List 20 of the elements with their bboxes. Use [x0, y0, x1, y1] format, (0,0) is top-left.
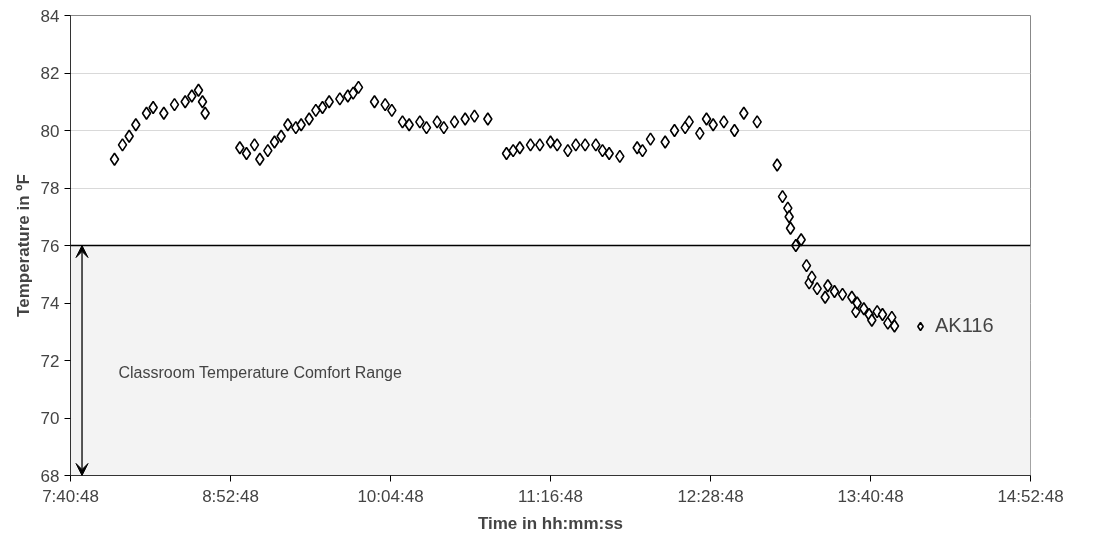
y-tick-label: 82: [40, 64, 60, 83]
x-tick-label: 7:40:48: [42, 486, 99, 506]
x-tick-label: 10:04:48: [357, 486, 424, 506]
x-tick-label: 13:40:48: [837, 486, 904, 506]
x-axis-title: Time in hh:mm:ss: [477, 513, 624, 533]
x-tick-label: 12:28:48: [677, 486, 744, 506]
band-label: Classroom Temperature Comfort Range: [118, 363, 402, 381]
y-tick-label: 74: [40, 294, 60, 313]
y-tick-label: 72: [40, 351, 60, 371]
y-axis-title: Temperature in ºF: [13, 174, 33, 317]
y-tick-label: 84: [40, 6, 60, 26]
y-tick-label: 68: [40, 466, 60, 486]
y-tick-label: 76: [40, 236, 60, 256]
x-tick-label: 8:52:48: [202, 486, 259, 506]
x-tick-label: 14:52:48: [997, 486, 1064, 506]
y-tick-label: 80: [40, 121, 60, 141]
legend-label: AK116: [935, 314, 994, 337]
y-tick-label: 78: [40, 179, 60, 198]
x-tick-label: 11:16:48: [518, 486, 583, 506]
y-tick-label: 70: [40, 409, 60, 428]
